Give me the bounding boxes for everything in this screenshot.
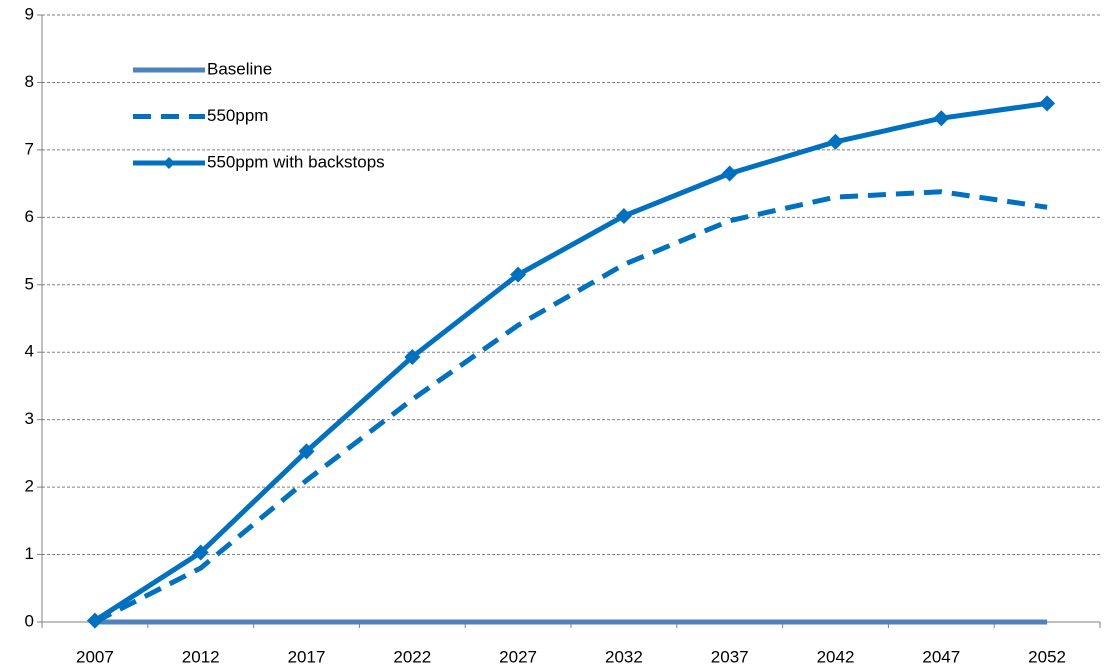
data-marker [192, 544, 209, 561]
data-marker [404, 348, 421, 365]
x-tick-label: 2032 [605, 647, 643, 666]
legend-label: 550ppm [207, 106, 268, 125]
series-line [93, 100, 1048, 623]
series-line [93, 189, 1048, 625]
x-tick-label: 2022 [393, 647, 431, 666]
y-tick-label: 7 [25, 139, 34, 158]
x-tick-label: 2007 [76, 647, 114, 666]
data-marker [298, 443, 315, 460]
x-tick-label: 2017 [288, 647, 326, 666]
data-marker [933, 110, 950, 127]
x-tick-label: 2012 [182, 647, 220, 666]
data-marker [510, 266, 527, 283]
y-tick-label: 3 [25, 409, 34, 428]
data-marker [827, 133, 844, 150]
legend-marker [163, 157, 175, 169]
data-marker [1039, 95, 1056, 112]
legend-label: Baseline [207, 59, 272, 78]
y-tick-label: 6 [25, 207, 34, 226]
y-tick-label: 9 [25, 4, 34, 23]
x-tick-label: 2037 [711, 647, 749, 666]
y-tick-label: 2 [25, 477, 34, 496]
data-marker [615, 207, 632, 224]
y-tick-label: 4 [25, 342, 34, 361]
y-tick-label: 1 [25, 544, 34, 563]
legend-label: 550ppm with backstops [207, 152, 385, 171]
data-marker [86, 612, 103, 629]
y-tick-label: 8 [25, 72, 34, 91]
x-tick-label: 2042 [817, 647, 855, 666]
x-tick-label: 2052 [1028, 647, 1066, 666]
x-tick-label: 2027 [499, 647, 537, 666]
data-marker [721, 165, 738, 182]
x-tick-label: 2047 [922, 647, 960, 666]
y-tick-label: 0 [25, 611, 34, 630]
y-tick-label: 5 [25, 274, 34, 293]
